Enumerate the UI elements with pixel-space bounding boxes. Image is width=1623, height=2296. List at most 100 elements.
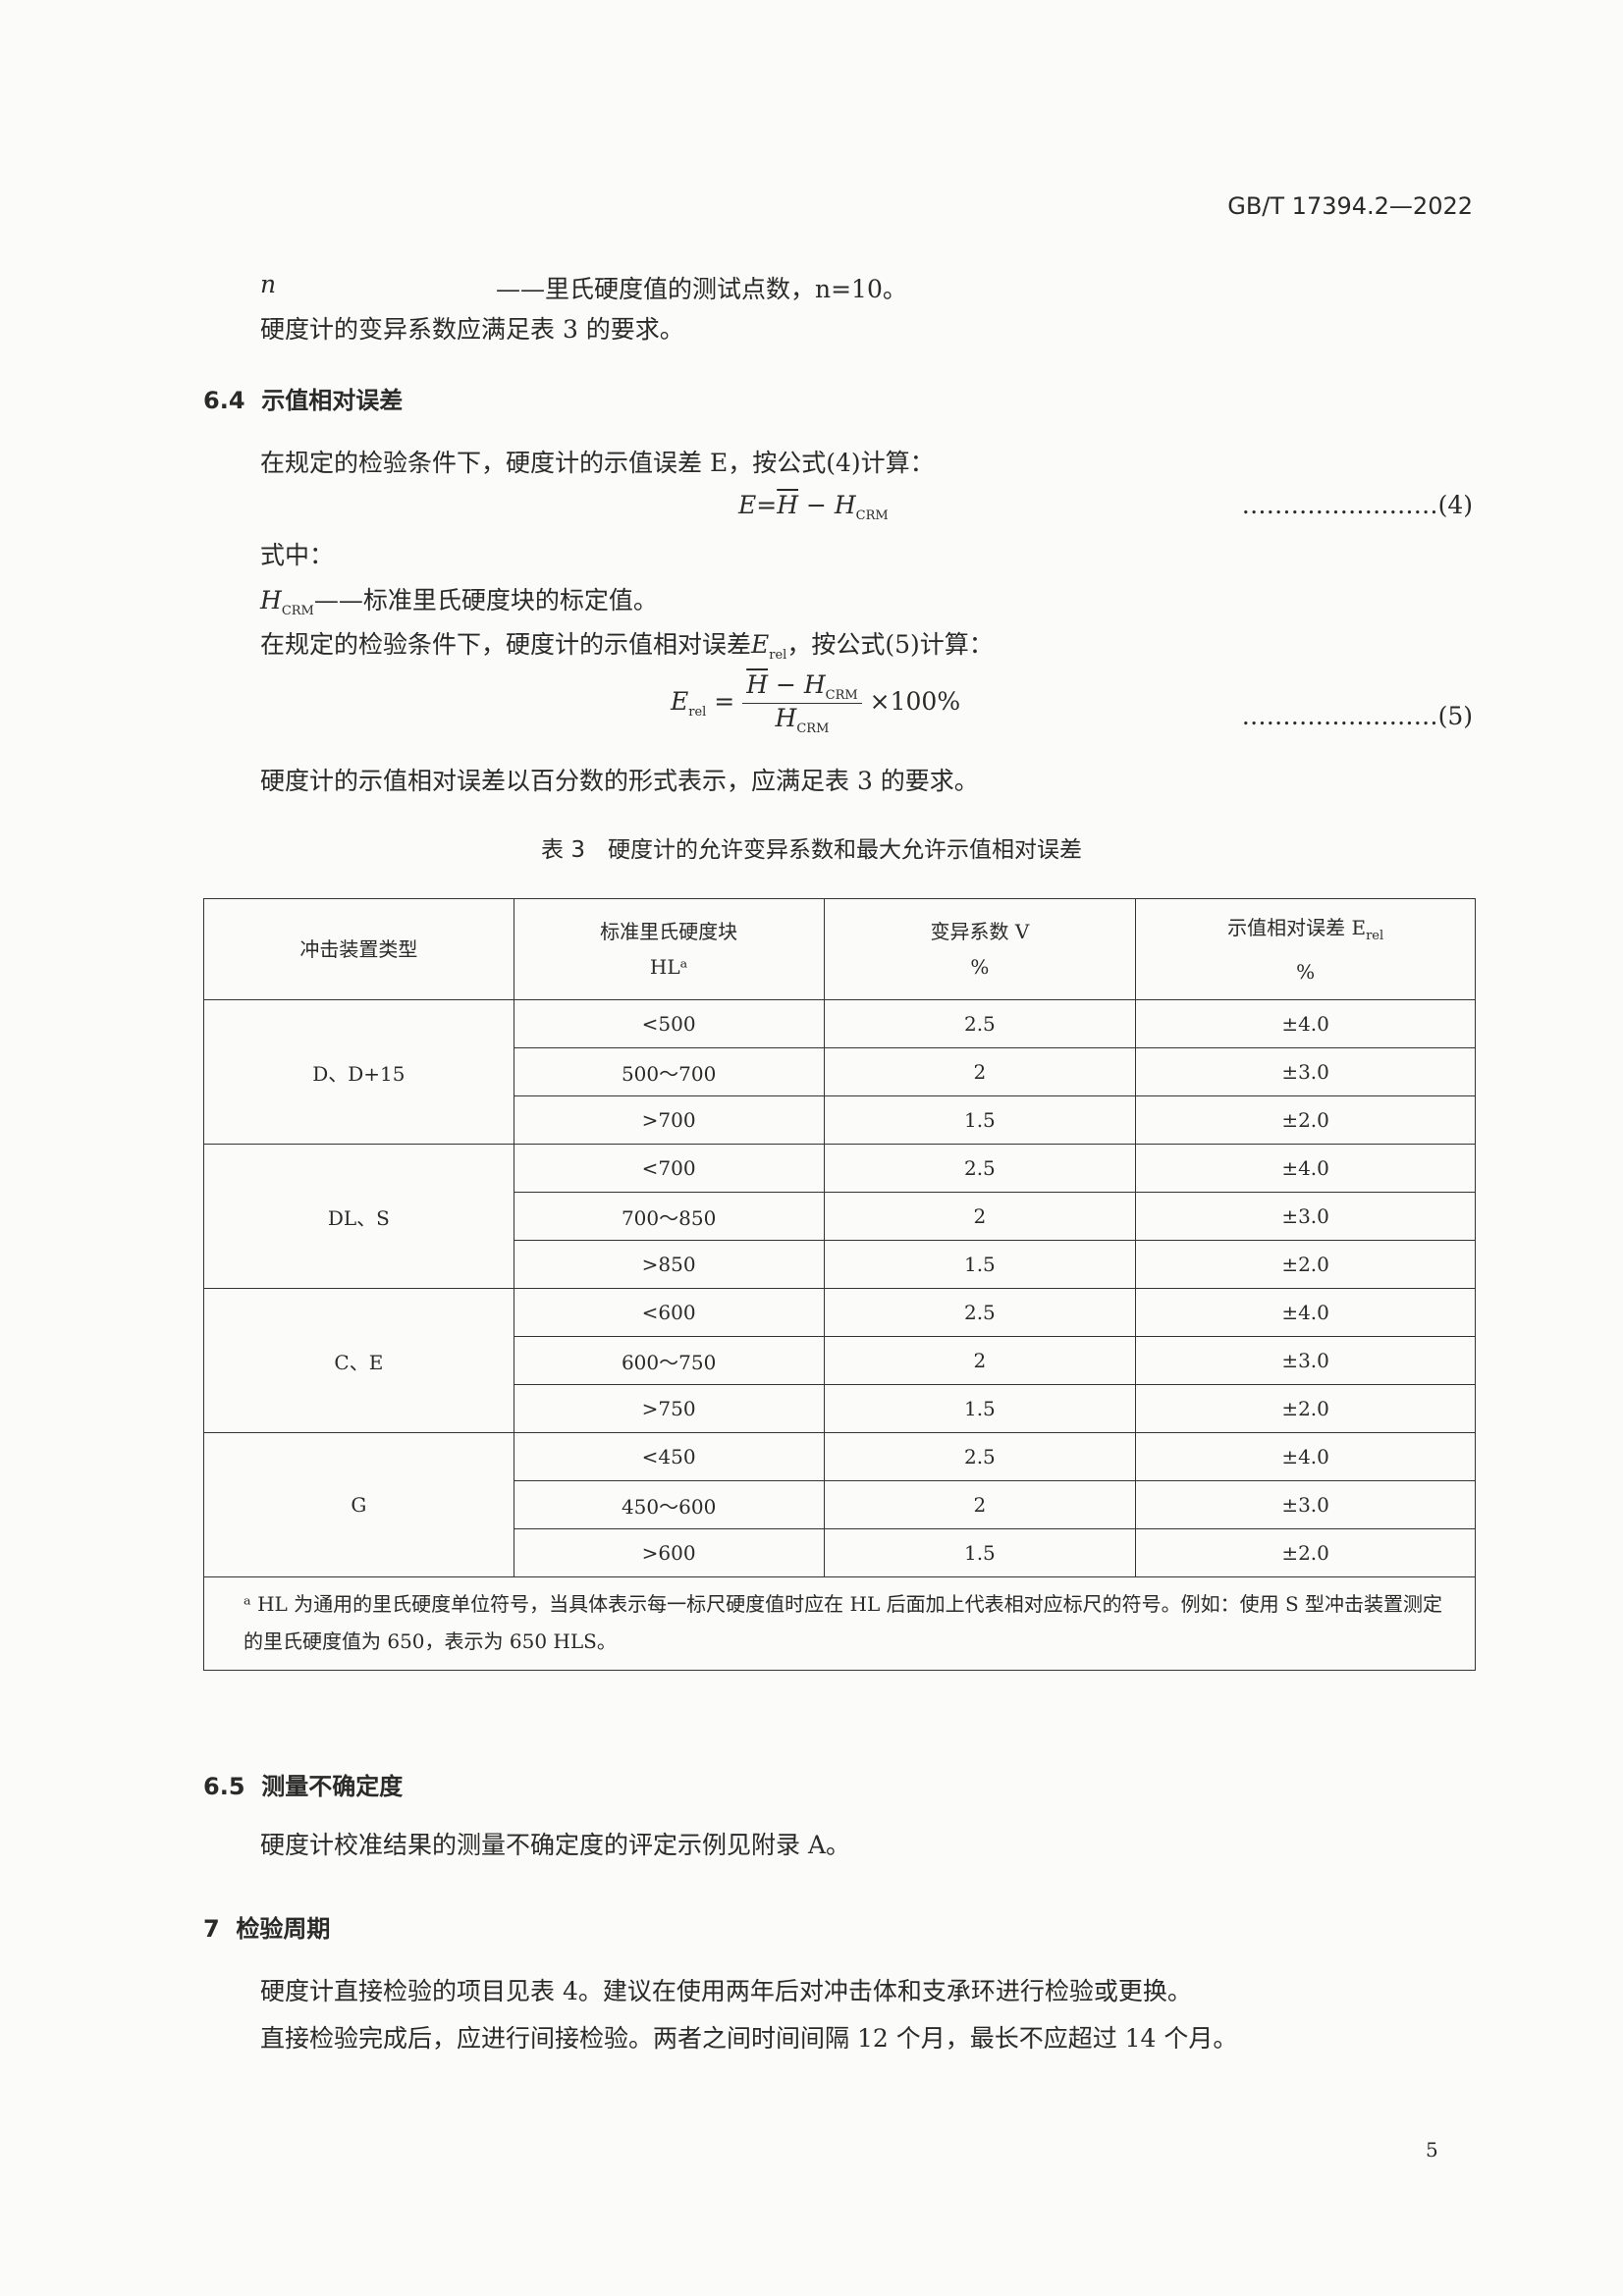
- hardness-range-cell: <500: [513, 999, 825, 1048]
- header-subscript: rel: [1366, 928, 1384, 943]
- header-impact-device-type: 冲击装置类型: [203, 898, 514, 1000]
- paragraph: 直接检验完成后，应进行间接检验。两者之间时间间隔 12 个月，最长不应超过 14…: [260, 2024, 1238, 2053]
- section-title: 检验周期: [236, 1915, 331, 1943]
- header-standard-block: 标准里氏硬度块 HLᵃ: [513, 898, 825, 1000]
- relative-error-cell: ±2.0: [1135, 1528, 1476, 1577]
- cv-cell: 2.5: [823, 1432, 1137, 1481]
- formula-term: H: [746, 670, 768, 699]
- section-number: 6.4: [203, 387, 245, 414]
- cv-requirement: 硬度计的变异系数应满足表 3 的要求。: [260, 315, 684, 344]
- header-unit: HLᵃ: [649, 955, 688, 979]
- formula-4-number: ……………………(4): [1241, 491, 1473, 519]
- symbol-subscript: CRM: [281, 604, 314, 618]
- symbol: E: [751, 630, 770, 659]
- table-row: >750 1.5 ±2.0: [204, 1384, 1476, 1433]
- table-row: 700～850 2 ±3.0: [204, 1192, 1476, 1241]
- formula-subscript: CRM: [796, 721, 830, 736]
- numerator: H − HCRM: [742, 670, 862, 704]
- text: 在规定的检验条件下，硬度计的示值相对误差: [260, 630, 752, 659]
- doc-id-header: GB/T 17394.2—2022: [1227, 192, 1473, 220]
- formula-term: E: [671, 687, 689, 716]
- paragraph: 在规定的检验条件下，硬度计的示值误差 E，按公式(4)计算：: [260, 449, 935, 477]
- table-header-row: 冲击装置类型 标准里氏硬度块 HLᵃ 变异系数 V% 示值相对误差 Erel%: [203, 898, 1476, 1000]
- formula-term: −: [798, 491, 835, 519]
- header-unit: %: [1296, 959, 1316, 984]
- header-cv: 变异系数 V%: [823, 898, 1137, 1000]
- relative-error-cell: ±2.0: [1135, 1384, 1476, 1433]
- cv-cell: 2.5: [823, 999, 1137, 1048]
- definition-text: ——标准里氏硬度块的标定值。: [313, 586, 658, 614]
- paragraph: 硬度计直接检验的项目见表 4。建议在使用两年后对冲击体和支承环进行检验或更换。: [260, 1977, 1192, 2005]
- section-number: 6.5: [203, 1773, 245, 1800]
- symbol-subscript: rel: [769, 648, 787, 663]
- denominator: HCRM: [742, 704, 862, 736]
- relative-error-cell: ±3.0: [1135, 1336, 1476, 1385]
- impact-device-type-cell: DL、S: [203, 1144, 514, 1289]
- hardness-range-cell: <700: [513, 1144, 825, 1193]
- hardness-range-cell: >700: [513, 1095, 825, 1145]
- formula-term: H: [803, 670, 826, 699]
- paragraph: 硬度计校准结果的测量不确定度的评定示例见附录 A。: [260, 1831, 851, 1859]
- formula-term: E: [738, 491, 757, 519]
- cv-cell: 2.5: [823, 1288, 1137, 1337]
- header-relative-error: 示值相对误差 Erel%: [1135, 898, 1476, 1000]
- relative-error-cell: ±2.0: [1135, 1240, 1476, 1289]
- table-3: 冲击装置类型 标准里氏硬度块 HLᵃ 变异系数 V% 示值相对误差 Erel% D…: [203, 898, 1476, 1671]
- header-text: 标准里氏硬度块: [600, 920, 738, 943]
- cv-cell: 2: [823, 1192, 1137, 1241]
- table-caption: 表 3 硬度计的允许变异系数和最大允许示值相对误差: [541, 837, 1082, 863]
- section-7-heading: 7 检验周期: [203, 1909, 330, 1944]
- table-row: C、E <600 2.5 ±4.0: [203, 1288, 1476, 1433]
- section-title: 示值相对误差: [261, 387, 404, 414]
- fraction: H − HCRM HCRM: [742, 670, 862, 736]
- paragraph: 在规定的检验条件下，硬度计的示值相对误差Erel，按公式(5)计算：: [260, 625, 994, 663]
- hardness-range-cell: >600: [513, 1528, 825, 1577]
- relative-error-cell: ±4.0: [1135, 1144, 1476, 1193]
- symbol: H: [260, 586, 282, 614]
- hardness-range-cell: >750: [513, 1384, 825, 1433]
- table-row: D、D+15 <500 2.5 ±4.0: [203, 999, 1476, 1145]
- formula-term: =: [706, 687, 735, 716]
- cv-cell: 1.5: [823, 1095, 1137, 1145]
- relative-error-cell: ±3.0: [1135, 1047, 1476, 1096]
- formula-subscript: CRM: [855, 508, 889, 523]
- table-row: >700 1.5 ±2.0: [204, 1095, 1476, 1145]
- table-row: >600 1.5 ±2.0: [204, 1528, 1476, 1577]
- hardness-range-cell: >850: [513, 1240, 825, 1289]
- relative-error-cell: ±3.0: [1135, 1480, 1476, 1529]
- hardness-range-cell: <450: [513, 1432, 825, 1481]
- n-definition: ——里氏硬度值的测试点数，n=10。: [496, 275, 907, 303]
- impact-device-type-cell: C、E: [203, 1288, 514, 1433]
- table-footnote: ᵃ HL 为通用的里氏硬度单位符号，当具体表示每一标尺硬度值时应在 HL 后面加…: [203, 1576, 1476, 1671]
- hardness-range-cell: 450～600: [513, 1480, 825, 1529]
- section-title: 测量不确定度: [261, 1773, 404, 1800]
- formula-term: H: [777, 491, 799, 519]
- table-row: DL、S <700 2.5 ±4.0: [203, 1144, 1476, 1289]
- text: ，按公式(5)计算：: [786, 630, 994, 659]
- relative-error-cell: ±2.0: [1135, 1095, 1476, 1145]
- paragraph: 硬度计的示值相对误差以百分数的形式表示，应满足表 3 的要求。: [260, 767, 979, 795]
- formula-term: ×100%: [869, 687, 961, 716]
- relative-error-cell: ±4.0: [1135, 1288, 1476, 1337]
- section-6-5-heading: 6.5 测量不确定度: [203, 1767, 403, 1801]
- header-unit: %: [970, 955, 990, 979]
- hcrm-definition: HCRM——标准里氏硬度块的标定值。: [260, 581, 658, 618]
- where-label: 式中：: [260, 541, 335, 569]
- section-number: 7: [203, 1915, 220, 1943]
- formula-subscript: CRM: [825, 688, 858, 703]
- formula-5-number: ……………………(5): [1241, 702, 1473, 730]
- header-text: 变异系数 V: [930, 920, 1030, 943]
- formula-term: H: [775, 704, 797, 732]
- formula-term: −: [768, 670, 804, 699]
- cv-cell: 2: [823, 1047, 1137, 1096]
- cv-cell: 1.5: [823, 1528, 1137, 1577]
- hardness-range-cell: <600: [513, 1288, 825, 1337]
- impact-device-type-cell: D、D+15: [203, 999, 514, 1145]
- cv-cell: 2.5: [823, 1144, 1137, 1193]
- impact-device-type-cell: G: [203, 1432, 514, 1577]
- cv-cell: 1.5: [823, 1384, 1137, 1433]
- relative-error-cell: ±4.0: [1135, 999, 1476, 1048]
- table-row: 500～700 2 ±3.0: [204, 1047, 1476, 1096]
- cv-cell: 1.5: [823, 1240, 1137, 1289]
- relative-error-cell: ±4.0: [1135, 1432, 1476, 1481]
